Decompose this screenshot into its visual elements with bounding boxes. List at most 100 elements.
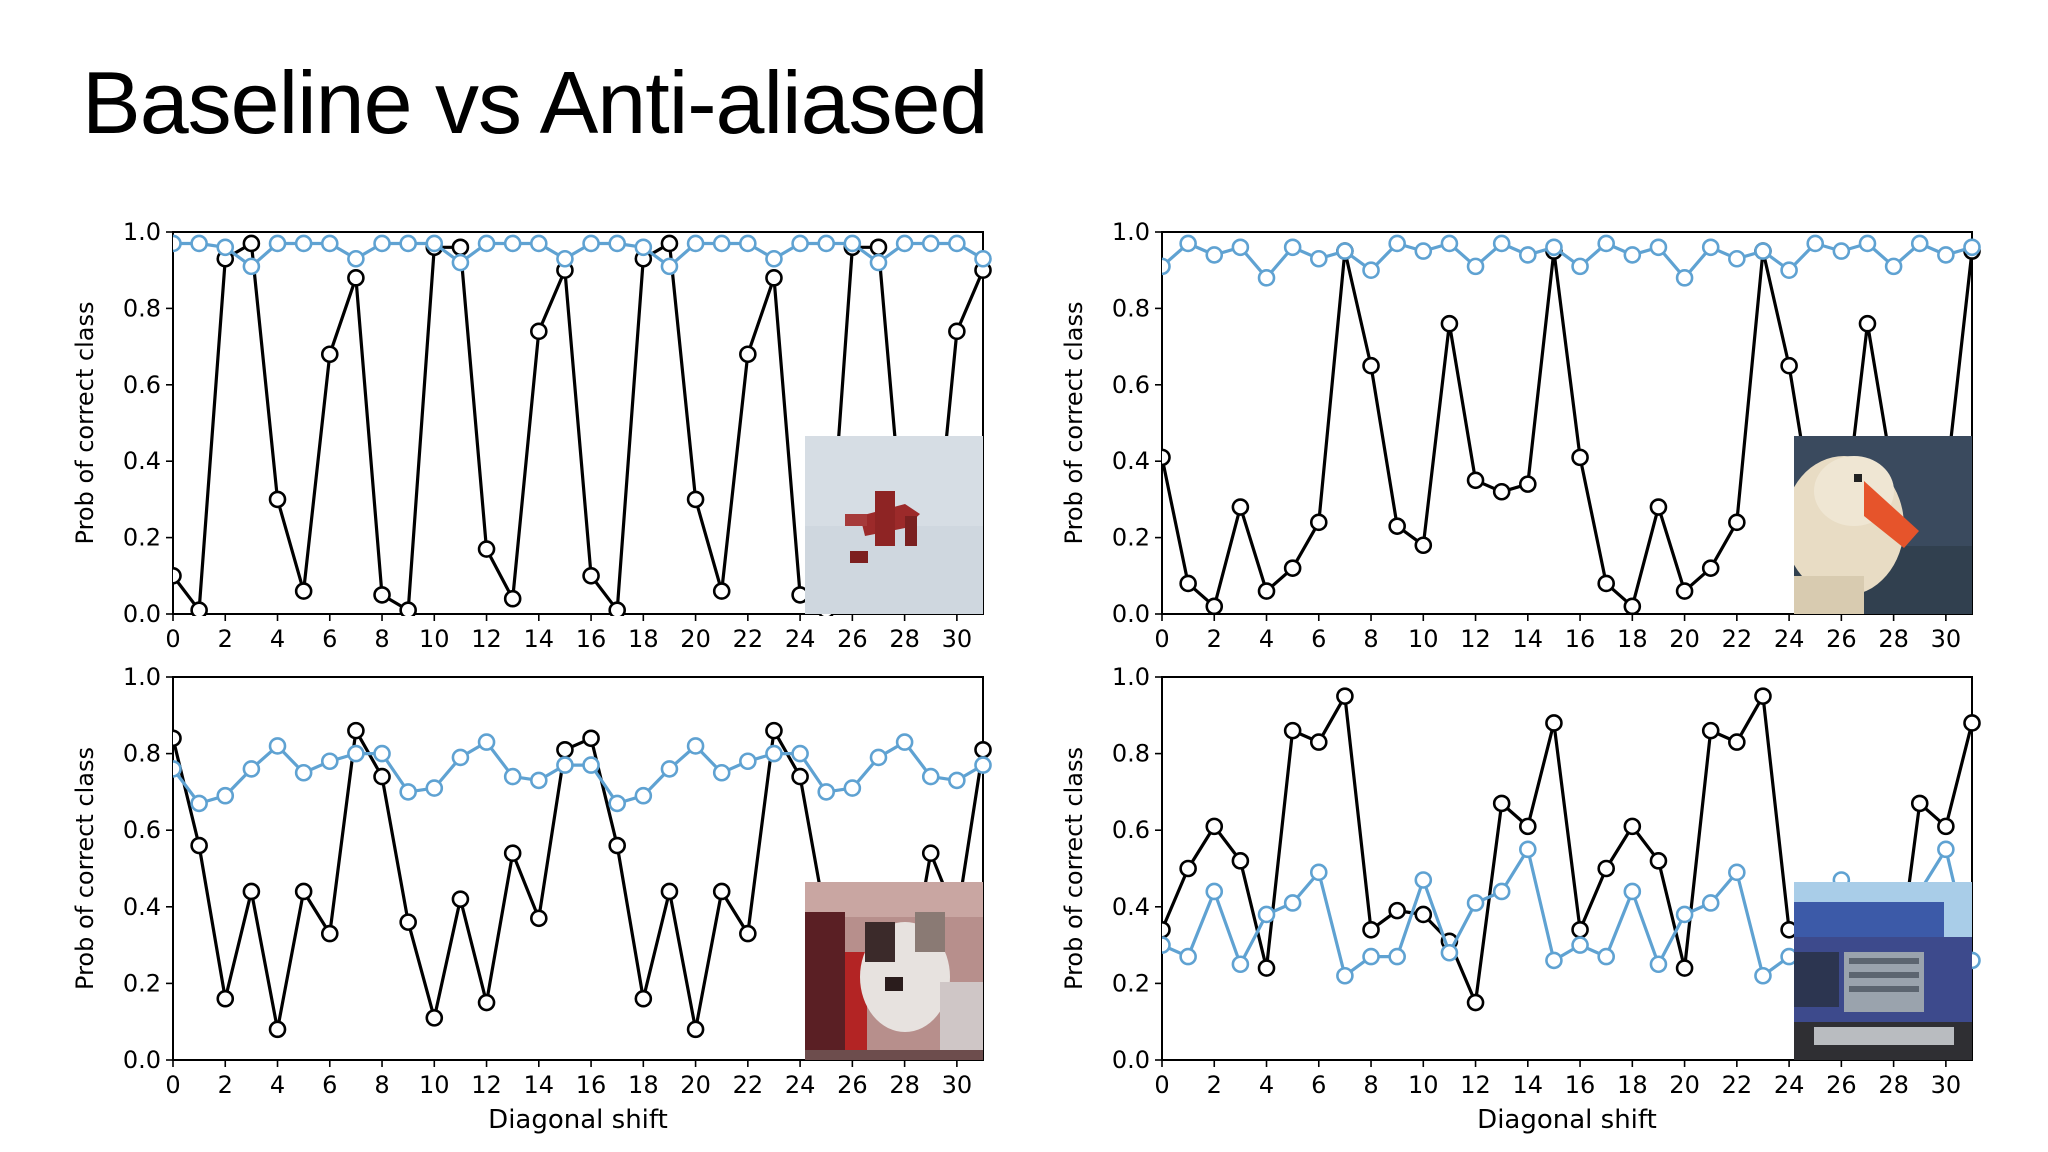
baseline-point [320,345,339,364]
baseline-point [1283,721,1302,740]
baseline-point [425,1009,444,1027]
antialiased-point [948,234,966,253]
y-tick-label: 0.0 [123,600,161,628]
antialiased-point [1309,249,1328,268]
antialiased-point [190,794,208,813]
chart-panel-2: 0 2 4 6 8 10 12 14 16 18 20 22 24 26 28 300.00.20.40.60… [71,663,992,1135]
x-tick-label: 12 [471,625,502,653]
plot-frame [172,676,984,1061]
baseline-point [1728,733,1746,751]
y-tick-label: 1.0 [123,663,161,691]
antialiased-point [1623,246,1642,264]
antialiased-point [1597,234,1615,253]
baseline-point [173,567,182,585]
antialiased-point [974,756,992,774]
x-tick-label: 30 [942,1071,973,1099]
baseline-point [1179,574,1197,593]
antialiased-point [1362,261,1380,280]
baseline-point [948,322,966,341]
baseline-point [686,490,705,509]
chart-panel-3: 0 2 4 6 8 10 12 14 16 18 20 22 24 26 28 300.00.20.40.60… [1060,663,1981,1135]
x-tick-label: 0 [1154,1071,1169,1099]
bird-thumbnail [1794,436,1972,614]
antialiased-point [173,234,182,253]
baseline-point [739,924,757,943]
x-tick-label: 10 [419,625,450,653]
baseline-series-line [173,241,985,612]
antialiased-point [373,744,391,763]
baseline-point [268,1020,287,1039]
x-tick-label: 16 [576,1071,607,1099]
x-tick-label: 16 [1565,1071,1596,1099]
x-tick-label: 8 [374,625,389,653]
baseline-point [399,913,417,931]
antialiased-point [530,771,548,790]
antialiased-point [1623,882,1642,901]
baseline-point [399,601,417,616]
baseline-point [1910,794,1929,813]
x-tick-label: 24 [1774,625,1805,653]
x-tick-label: 20 [680,1071,711,1099]
x-tick-label: 16 [1565,625,1596,653]
x-tick-label: 30 [1931,625,1962,653]
antialiased-point [634,786,653,805]
antialiased-point [1257,269,1276,287]
truck-thumbnail [1794,882,1972,1060]
baseline-point [1283,559,1302,577]
antialiased-point [216,786,235,805]
baseline-point [608,836,626,855]
baseline-point [1309,513,1328,532]
antialiased-point [1362,947,1380,966]
baseline-point [1571,920,1589,939]
baseline-point [294,582,313,600]
x-tick-label: 16 [576,625,607,653]
antialiased-point [1283,894,1302,912]
antialiased-point [686,737,705,755]
baseline-point [477,993,496,1012]
baseline-point [242,882,261,901]
baseline-point [1701,559,1720,577]
baseline-point [451,890,470,908]
baseline-point [1466,993,1485,1012]
antialiased-point [268,234,287,253]
dog-thumbnail [805,882,983,1060]
baseline-point [974,740,992,759]
y-tick-label: 0.4 [1112,893,1150,921]
antialiased-point [242,257,261,276]
baseline-point [503,589,522,608]
antialiased-point [1884,257,1903,276]
antialiased-series-line [173,740,984,806]
y-tick-label: 0.8 [123,740,161,768]
x-tick-label: 8 [374,1071,389,1099]
baseline-point [1440,314,1459,333]
antialiased-point [399,783,417,801]
baseline-point [1388,517,1406,535]
y-tick-label: 0.2 [1112,969,1150,997]
antialiased-point [556,756,574,774]
baseline-point [1414,905,1433,924]
baseline-point [1701,721,1720,740]
antialiased-point [1388,947,1406,966]
x-tick-label: 14 [524,625,555,653]
x-tick-label: 12 [1460,625,1491,653]
y-tick-label: 0.2 [123,969,161,997]
baseline-point [1362,920,1380,939]
baseline-point [1231,498,1250,516]
x-tick-label: 18 [1617,1071,1648,1099]
baseline-point [1492,482,1511,501]
antialiased-point [1910,234,1929,253]
x-tick-label: 4 [1259,625,1274,653]
x-tick-label: 30 [1931,1071,1962,1099]
antialiased-point [921,767,940,786]
antialiased-point [1162,936,1171,954]
antialiased-point [216,238,235,257]
antialiased-point [1649,955,1668,974]
x-tick-label: 14 [524,1071,555,1099]
baseline-point [1231,852,1250,870]
antialiased-point [608,794,626,813]
y-tick-label: 0.4 [1112,447,1150,475]
antialiased-point [1728,863,1746,882]
baseline-point [712,582,731,600]
antialiased-point [294,234,313,253]
antialiased-point [660,760,679,778]
